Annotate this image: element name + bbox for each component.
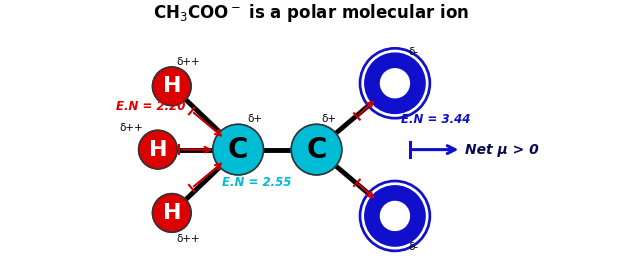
Circle shape [365,53,425,113]
Text: H: H [163,203,181,223]
Circle shape [138,130,177,169]
Text: δ++: δ++ [120,123,143,133]
Circle shape [360,180,430,251]
Text: δ++: δ++ [176,57,200,67]
Text: O: O [382,201,408,230]
Text: δ+: δ+ [321,114,336,124]
Text: E.N = 2.20: E.N = 2.20 [116,100,185,113]
Text: δ-: δ- [408,242,418,252]
Text: Net μ > 0: Net μ > 0 [466,143,539,157]
Text: C: C [228,136,248,164]
Text: H: H [148,140,167,160]
Text: E.N = 3.44: E.N = 3.44 [401,113,470,126]
Text: CH$_3$COO$^-$ is a polar molecular ion: CH$_3$COO$^-$ is a polar molecular ion [153,2,468,24]
Circle shape [360,48,430,119]
Circle shape [153,194,191,232]
Circle shape [213,124,263,175]
Circle shape [381,201,409,230]
Circle shape [365,186,425,246]
Circle shape [362,183,428,249]
Text: δ++: δ++ [176,234,200,244]
Text: O: O [382,69,408,98]
Text: H: H [163,76,181,96]
Circle shape [153,67,191,106]
Text: δ+: δ+ [247,114,262,124]
Text: E.N = 2.55: E.N = 2.55 [222,176,291,189]
Circle shape [291,124,342,175]
Text: C: C [306,136,327,164]
Text: δ-: δ- [408,47,418,57]
Circle shape [362,51,428,116]
Circle shape [381,69,409,98]
